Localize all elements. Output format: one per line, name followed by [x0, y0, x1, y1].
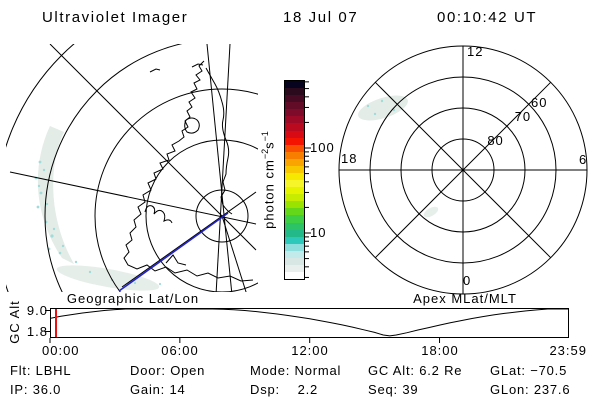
status-door: Door: Open — [130, 363, 206, 378]
title-date: 18 Jul 07 — [283, 9, 359, 26]
colorbar-color-band — [285, 88, 304, 96]
colorbar-color-band — [285, 194, 304, 202]
gc-alt-curve — [49, 308, 569, 337]
timeline-y-axis-label: GC Alt — [7, 300, 22, 344]
ytick-9: 9.0 — [26, 303, 48, 318]
colorbar-color-band — [285, 229, 304, 237]
colorbar-color-band — [285, 144, 304, 152]
status-gc-alt: GC Alt: 6.2 Re — [368, 363, 463, 378]
colorbar-color-band — [285, 109, 304, 117]
colorbar-color-band — [285, 158, 304, 166]
colorbar-color-band — [285, 116, 304, 124]
colorbar-color-band — [285, 201, 304, 209]
colorbar-color-band — [285, 173, 304, 181]
colorbar-color-band — [285, 130, 304, 138]
colorbar-tick-100: 100 — [310, 140, 335, 155]
colorbar-gradient — [285, 81, 304, 280]
timeline-frame — [50, 308, 569, 338]
colorbar-color-band — [285, 95, 304, 103]
xtick-0600: 06:00 — [161, 343, 199, 358]
colorbar-units-label: photon cm−2s−1 — [260, 131, 277, 229]
status-glon: GLon: 237.6 — [490, 382, 571, 397]
polar-mlt-18: 18 — [341, 151, 358, 166]
colorbar-color-band — [285, 265, 304, 273]
polar-spoke — [462, 81, 552, 171]
colorbar-color-band — [285, 165, 304, 174]
colorbar-color-band — [285, 236, 304, 244]
polar-ring-label: 80 — [487, 133, 503, 148]
status-ip: IP: 36.0 — [10, 382, 62, 397]
status-flt: Flt: LBHL — [10, 363, 72, 378]
timeline-plot — [45, 308, 569, 343]
colorbar-color-band — [285, 123, 304, 131]
xtick-1200: 12:00 — [291, 343, 329, 358]
colorbar-color-band — [285, 187, 304, 195]
orbit-track-line — [118, 212, 229, 292]
geo-grid — [6, 44, 258, 292]
polar-caption: Apex MLat/MLT — [413, 291, 517, 306]
colorbar-ticks — [305, 81, 311, 278]
status-dsp: Dsp: 2.2 — [250, 382, 319, 397]
xtick-0000: 00:00 — [42, 343, 80, 358]
ytick-1-8: 1.8 — [26, 324, 48, 339]
status-mode: Mode: Normal — [250, 363, 342, 378]
colorbar-tick-10: 10 — [310, 225, 327, 240]
colorbar-color-band — [285, 257, 304, 266]
colorbar-color-band — [285, 180, 304, 188]
colorbar-color-band — [285, 208, 304, 216]
polar-ring-label: 70 — [515, 109, 531, 124]
polar-emission-patches — [358, 95, 439, 218]
colorbar-color-band — [285, 243, 304, 251]
polar-mlt-12: 12 — [467, 44, 484, 59]
coastline-antarctica — [123, 60, 254, 282]
colorbar-color-band — [285, 151, 304, 159]
polar-mlt-6: 6 — [579, 152, 588, 167]
polar-spoke — [374, 81, 464, 171]
colorbar-color-band — [285, 102, 304, 110]
status-gain: Gain: 14 — [130, 382, 186, 397]
polar-spoke — [374, 169, 464, 259]
status-glat: GLat: −70.5 — [490, 363, 568, 378]
colorbar-color-band — [285, 272, 304, 280]
polar-ring-label: 60 — [531, 95, 547, 110]
colorbar-color-band — [285, 222, 304, 230]
map-caption: Geographic Lat/Lon — [66, 291, 200, 306]
xtick-2359: 23:59 — [549, 343, 587, 358]
colorbar-color-band — [285, 137, 304, 145]
colorbar-frame — [284, 80, 305, 280]
colorbar-color-band — [285, 215, 304, 223]
xtick-1800: 18:00 — [421, 343, 459, 358]
colorbar-color-band — [285, 81, 304, 89]
polar-mlt-0: 0 — [463, 273, 472, 288]
title-time: 00:10:42 UT — [437, 9, 538, 26]
status-seq: Seq: 39 — [368, 382, 419, 397]
app-title: Ultraviolet Imager — [42, 9, 189, 26]
polar-spoke — [462, 169, 552, 259]
colorbar-color-band — [285, 250, 304, 258]
